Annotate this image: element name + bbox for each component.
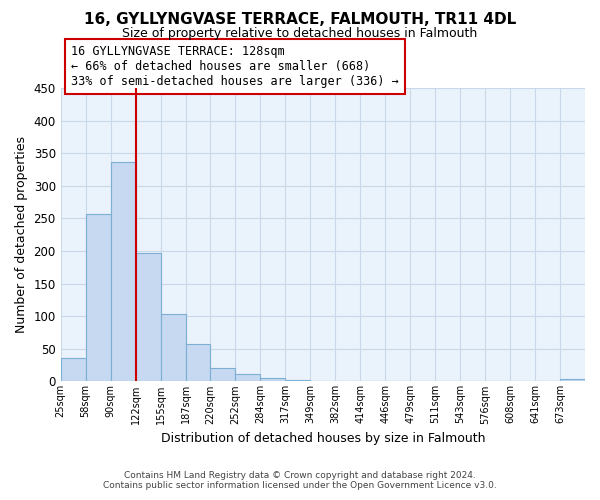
Text: 16, GYLLYNGVASE TERRACE, FALMOUTH, TR11 4DL: 16, GYLLYNGVASE TERRACE, FALMOUTH, TR11 … [84,12,516,28]
Bar [136,253,161,382]
Bar [560,380,585,382]
Text: Size of property relative to detached houses in Falmouth: Size of property relative to detached ho… [122,28,478,40]
Y-axis label: Number of detached properties: Number of detached properties [15,136,28,333]
Bar [235,374,260,382]
Bar [185,344,211,382]
Bar [211,368,235,382]
Bar [110,162,136,382]
Bar [161,314,185,382]
Bar [260,378,286,382]
Text: 16 GYLLYNGVASE TERRACE: 128sqm
← 66% of detached houses are smaller (668)
33% of: 16 GYLLYNGVASE TERRACE: 128sqm ← 66% of … [71,45,399,88]
Bar [335,380,360,382]
Text: Contains HM Land Registry data © Crown copyright and database right 2024.
Contai: Contains HM Land Registry data © Crown c… [103,470,497,490]
Bar [61,358,86,382]
X-axis label: Distribution of detached houses by size in Falmouth: Distribution of detached houses by size … [161,432,485,445]
Bar [86,214,110,382]
Bar [286,380,310,382]
